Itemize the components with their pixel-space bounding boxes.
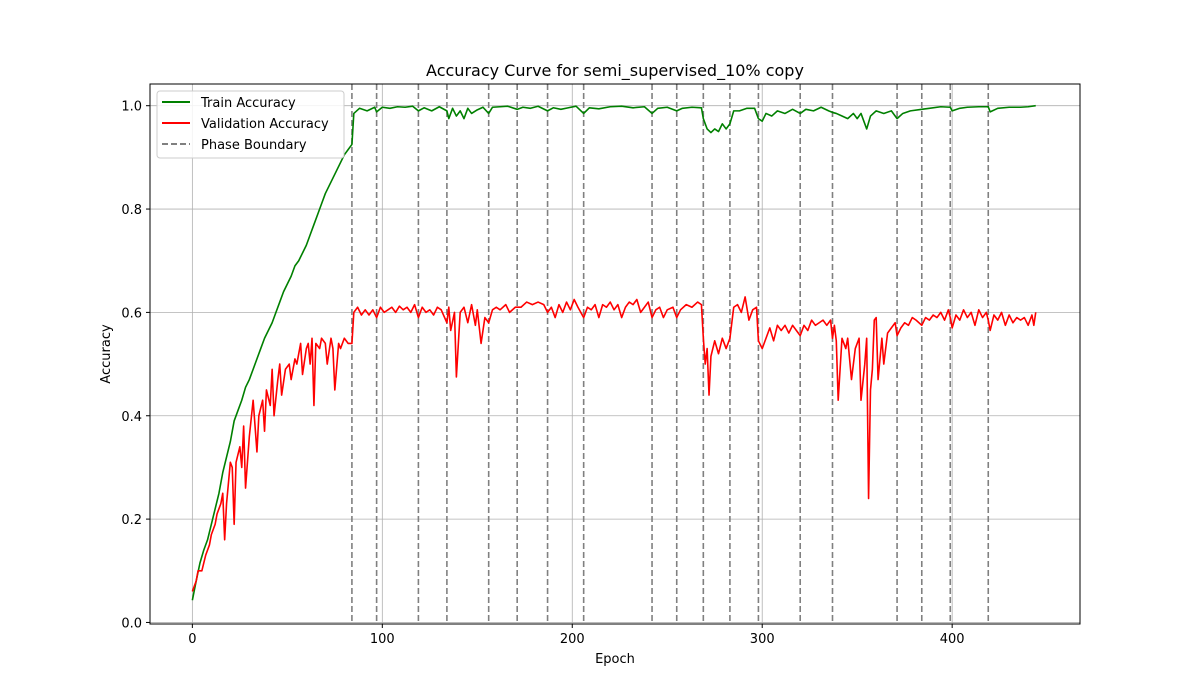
legend: Train Accuracy Validation Accuracy Phase… [156,90,345,159]
x-tick-label: 300 [750,632,775,647]
y-tick-label: 0.4 [121,410,142,425]
plot-frame [149,83,1081,625]
y-tick-label: 1.0 [121,100,142,115]
y-tick-label: 0.6 [121,306,142,321]
legend-box [156,90,345,159]
grid [150,84,1080,624]
y-axis-label: Accuracy [99,324,114,384]
chart-title: Accuracy Curve for semi_supervised_10% c… [426,61,804,81]
phase-boundaries [351,84,990,624]
x-tick-label: 400 [940,632,965,647]
series-lines [191,104,1037,601]
x-axis-ticks: 0 100 200 300 400 [188,624,965,647]
legend-label-validation: Validation Accuracy [201,117,329,132]
x-tick-label: 0 [188,632,196,647]
y-tick-label: 0.0 [121,616,142,631]
y-tick-label: 0.2 [121,513,142,528]
series-line-validation-accuracy [191,296,1037,592]
x-tick-label: 200 [560,632,585,647]
legend-label-train: Train Accuracy [200,96,296,111]
y-tick-label: 0.8 [121,203,142,218]
y-axis-ticks: 0.0 0.2 0.4 0.6 0.8 1.0 [121,100,150,631]
series-line-train-accuracy [191,104,1036,601]
x-tick-label: 100 [370,632,395,647]
x-axis-label: Epoch [595,652,635,667]
legend-label-phase-boundary: Phase Boundary [201,138,307,153]
